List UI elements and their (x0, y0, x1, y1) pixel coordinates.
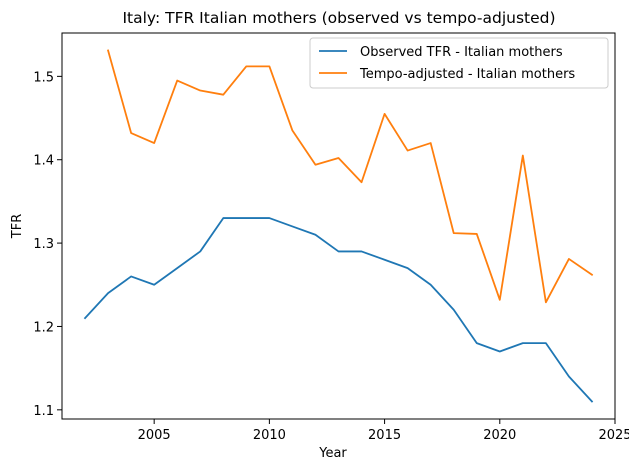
y-tick-label: 1.1 (33, 404, 54, 419)
series-line-tempo-adjusted (106, 49, 594, 304)
x-tick-label: 2010 (253, 428, 286, 443)
plot-frame (61, 32, 616, 420)
y-tick-label: 1.2 (33, 320, 54, 335)
x-tick-label: 2025 (598, 428, 629, 443)
y-tick-label: 1.3 (33, 237, 54, 252)
legend-box (309, 37, 609, 89)
y-axis-label: TFR (10, 214, 25, 239)
series-lines (83, 49, 594, 403)
legend-label-observed: Observed TFR - Italian mothers (360, 45, 563, 60)
y-tick-label: 1.5 (33, 70, 54, 85)
x-tick-label: 2015 (368, 428, 401, 443)
y-tick-label: 1.4 (33, 154, 54, 169)
legend-label-tempo-adjusted: Tempo-adjusted - Italian mothers (359, 67, 575, 82)
x-tick-label: 2005 (138, 428, 171, 443)
y-axis: 1.1 1.2 1.3 1.4 1.5 (33, 70, 62, 419)
x-axis: 2005 2010 2015 2020 2025 (138, 419, 629, 443)
x-axis-label: Year (318, 446, 347, 461)
plot-area (61, 32, 616, 420)
x-tick-label: 2020 (483, 428, 516, 443)
series-line-observed (83, 217, 594, 403)
legend: Observed TFR - Italian mothers Tempo-adj… (309, 37, 609, 89)
chart-title: Italy: TFR Italian mothers (observed vs … (122, 9, 555, 27)
